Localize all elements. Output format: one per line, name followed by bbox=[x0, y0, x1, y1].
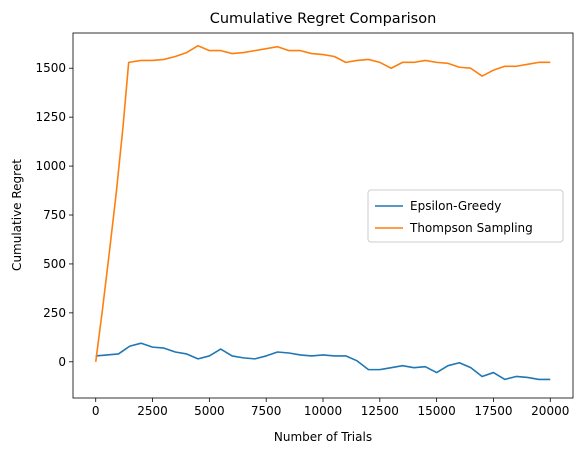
x-tick-label: 7500 bbox=[251, 404, 282, 418]
y-tick-label: 0 bbox=[58, 355, 66, 369]
x-tick-label: 17500 bbox=[474, 404, 512, 418]
series-layer bbox=[94, 44, 551, 381]
x-tick-label: 20000 bbox=[531, 404, 569, 418]
y-tick-label: 1500 bbox=[35, 61, 66, 75]
y-axis-label: Cumulative Regret bbox=[10, 159, 24, 271]
x-axis-label: Number of Trials bbox=[274, 430, 372, 444]
x-axis-ticks: 0 2500 5000 7500 10000 12500 15000 17500 20000 bbox=[92, 398, 569, 418]
y-tick-label: 750 bbox=[43, 208, 66, 222]
x-tick-label: 2500 bbox=[137, 404, 168, 418]
x-tick-label: 10000 bbox=[304, 404, 342, 418]
plot-area: 0 2500 5000 7500 10000 12500 15000 17500 20000 0… bbox=[35, 32, 574, 418]
x-tick-label: 0 bbox=[92, 404, 100, 418]
y-tick-label: 1250 bbox=[35, 110, 66, 124]
x-tick-label: 12500 bbox=[361, 404, 399, 418]
x-tick-label: 5000 bbox=[194, 404, 225, 418]
legend: Epsilon-Greedy Thompson Sampling bbox=[367, 189, 564, 243]
legend-label-epsilon-greedy: Epsilon-Greedy bbox=[410, 199, 501, 213]
y-tick-label: 1000 bbox=[35, 159, 66, 173]
series-line-thompson-sampling bbox=[94, 44, 551, 362]
legend-label-thompson-sampling: Thompson Sampling bbox=[409, 221, 533, 235]
legend-entries: Epsilon-Greedy Thompson Sampling bbox=[375, 199, 533, 235]
series-line-epsilon-greedy bbox=[95, 342, 551, 381]
y-tick-label: 250 bbox=[43, 306, 66, 320]
y-axis-ticks: 0 250 500 750 1000 1250 1500 bbox=[35, 61, 73, 369]
x-tick-label: 15000 bbox=[418, 404, 456, 418]
chart-title: Cumulative Regret Comparison bbox=[210, 11, 437, 27]
y-tick-label: 500 bbox=[43, 257, 66, 271]
legend-box bbox=[367, 189, 564, 243]
